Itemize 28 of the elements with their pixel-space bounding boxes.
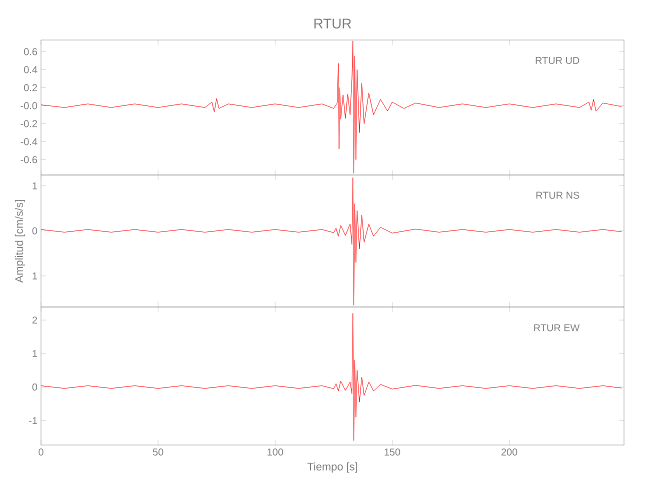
x-tick-label: 150 — [384, 448, 400, 456]
y-tick-label: 2 — [32, 316, 37, 324]
x-tick-label: 0 — [38, 448, 44, 456]
y-tick-label: 0.4 — [24, 66, 38, 74]
y-tick-label: 1 — [32, 272, 37, 280]
line-series — [41, 40, 622, 174]
x-tick-label: 50 — [152, 448, 164, 456]
x-tick-label: 200 — [501, 448, 518, 456]
y-tick-label: -0.2 — [20, 120, 37, 128]
y-tick-label: 0 — [32, 384, 38, 391]
y-tick-label: 0.6 — [24, 48, 38, 56]
annotation: RTUR UD — [536, 57, 580, 64]
annotation: RTUR NS — [536, 192, 580, 199]
chart-title: RTUR — [314, 18, 352, 29]
x-tick-label: 100 — [268, 448, 284, 456]
y-tick-label: 1 — [32, 182, 37, 190]
y-axis-title: Amplitud [cm/s/s] — [14, 200, 26, 283]
y-tick-label: -1 — [29, 417, 38, 424]
line-series — [41, 177, 622, 306]
x-axis-title: Tiempo [s] — [307, 462, 358, 473]
y-tick-label: 0 — [32, 227, 38, 234]
annotation: RTUR EW — [534, 324, 580, 332]
y-tick-label: -0.4 — [20, 138, 38, 146]
y-tick-label: 1 — [32, 350, 38, 357]
y-tick-label: 0.2 — [24, 84, 37, 92]
y-tick-label: -0.0 — [20, 102, 38, 110]
y-tick-label: -0.6 — [20, 156, 38, 164]
line-series — [41, 313, 622, 441]
